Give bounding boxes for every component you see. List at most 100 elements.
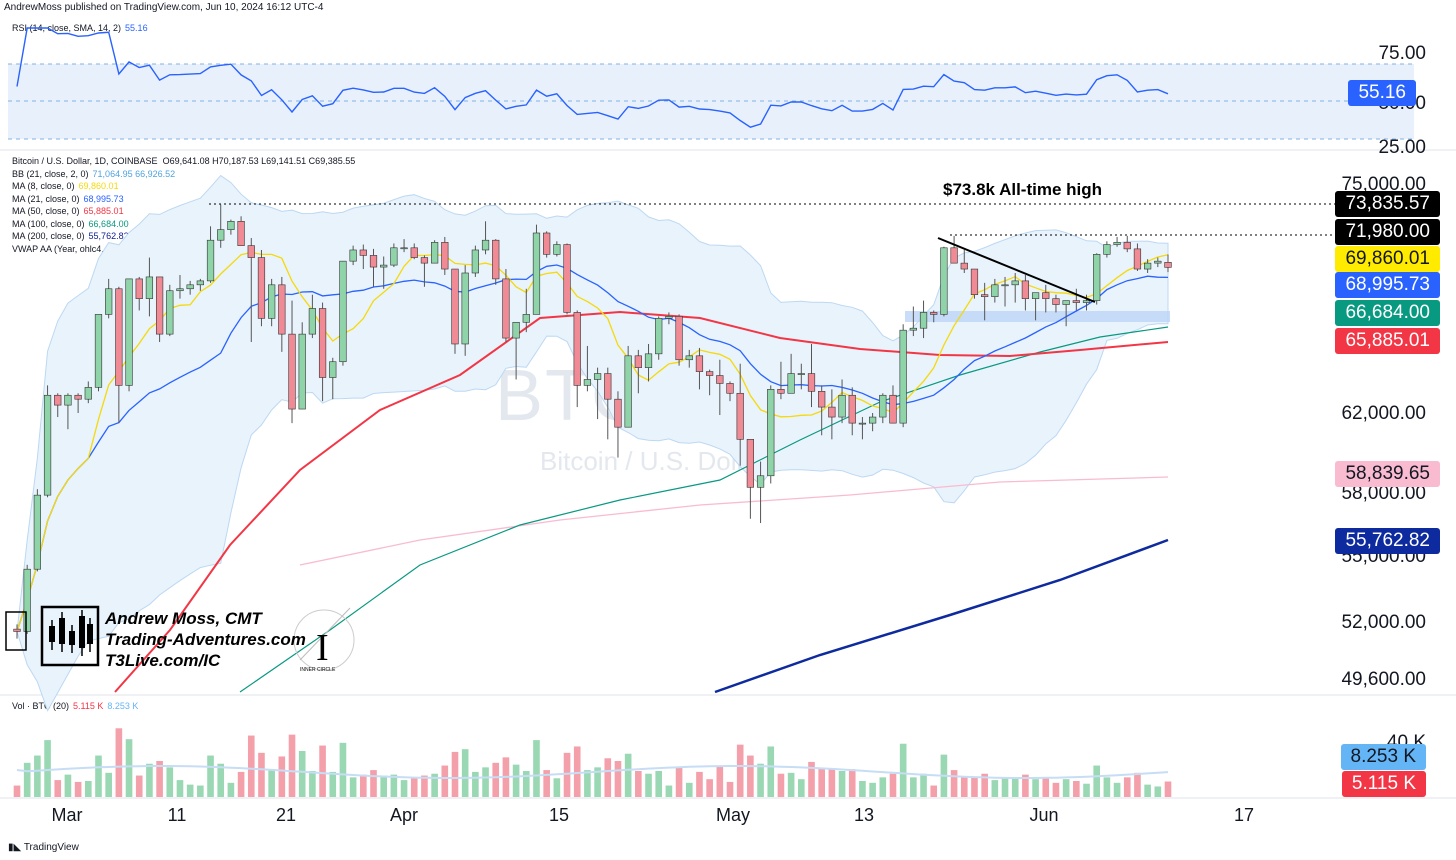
volume-bar bbox=[604, 758, 612, 797]
volume-bar bbox=[573, 746, 581, 797]
volume-bar bbox=[838, 771, 846, 797]
volume-bar bbox=[624, 753, 632, 797]
credit-line-1: Andrew Moss, CMT bbox=[105, 609, 262, 628]
indicator-legend-row: MA (100, close, 0) 66,684.00 bbox=[12, 218, 355, 231]
price-label: 66,684.00 bbox=[1335, 300, 1440, 326]
candle-body bbox=[583, 379, 592, 386]
volume-bar bbox=[920, 773, 927, 797]
candle-body bbox=[145, 276, 154, 299]
tradingview-logo-icon: ▮◣ bbox=[8, 842, 22, 853]
price-label: 71,980.00 bbox=[1335, 219, 1440, 245]
candle-body bbox=[1082, 300, 1091, 303]
candle-body bbox=[257, 257, 266, 319]
candle-body bbox=[644, 353, 653, 368]
volume-bar bbox=[451, 751, 459, 797]
candle-body bbox=[970, 268, 979, 295]
candle-body bbox=[206, 239, 215, 282]
volume-bar bbox=[186, 784, 194, 797]
candle-body bbox=[909, 327, 917, 331]
candle-body bbox=[818, 391, 826, 408]
volume-bar bbox=[1011, 777, 1019, 797]
volume-bar bbox=[64, 774, 72, 797]
volume-bar bbox=[1052, 782, 1060, 797]
volume-bar bbox=[1093, 765, 1101, 797]
candle-body bbox=[563, 244, 571, 313]
indicator-label: MA (8, close, 0) bbox=[12, 181, 75, 191]
volume-bar bbox=[1154, 786, 1162, 797]
symbol-line: Bitcoin / U.S. Dollar, 1D, COINBASE O69,… bbox=[12, 155, 355, 168]
volume-ma-line bbox=[16, 765, 1169, 779]
candle-body bbox=[451, 268, 459, 345]
volume-bar bbox=[166, 767, 174, 797]
volume-bar bbox=[889, 773, 897, 797]
author-logo-candle-body bbox=[69, 631, 75, 645]
candle-body bbox=[522, 314, 530, 323]
volume-bar bbox=[655, 771, 663, 797]
indicator-legend-row: MA (200, close, 0) 55,762.82 bbox=[12, 230, 355, 243]
candle-body bbox=[135, 278, 143, 299]
volume-bar bbox=[258, 752, 265, 797]
candle-body bbox=[593, 373, 602, 380]
indicator-value: 55,762.82 bbox=[88, 231, 129, 241]
candle-body bbox=[369, 255, 378, 268]
date-tick-apr: Apr bbox=[389, 805, 419, 825]
candle-body bbox=[308, 308, 316, 335]
volume-bar bbox=[543, 770, 550, 797]
candle-body bbox=[981, 294, 989, 297]
candle-body bbox=[298, 333, 306, 410]
rsi-legend-label: RSI (14, close, SMA, 14, 2) bbox=[12, 23, 122, 33]
volume-bar bbox=[370, 770, 377, 797]
candle-body bbox=[125, 278, 133, 386]
volume-bar bbox=[461, 749, 469, 797]
candle-body bbox=[64, 394, 72, 406]
volume-bar bbox=[34, 755, 41, 797]
volume-bar bbox=[869, 782, 876, 797]
volume-bar bbox=[156, 761, 163, 797]
candle-body bbox=[1021, 280, 1030, 299]
volume-bar bbox=[675, 767, 683, 797]
volume-bar bbox=[390, 774, 398, 797]
ohlc-values: O69,641.08 H70,187.53 L69,141.51 C69,385… bbox=[162, 156, 356, 166]
volume-bar bbox=[329, 771, 337, 797]
candle-body bbox=[84, 387, 92, 400]
volume-bar bbox=[54, 780, 62, 797]
rsi-line bbox=[16, 27, 1169, 128]
volume-bar bbox=[400, 780, 408, 797]
volume-bar bbox=[553, 778, 561, 797]
volume-bar bbox=[1164, 781, 1172, 797]
volume-bar bbox=[74, 781, 82, 797]
volume-bar bbox=[950, 770, 958, 797]
candle-body bbox=[247, 245, 255, 258]
volume-bar bbox=[981, 773, 988, 797]
volume-bar bbox=[482, 767, 489, 797]
volume-bar bbox=[95, 755, 102, 797]
candle-body bbox=[1133, 248, 1142, 270]
ma100-line bbox=[239, 326, 1169, 693]
footer-bar bbox=[0, 838, 1456, 860]
volume-bar bbox=[309, 771, 316, 797]
candle-body bbox=[665, 316, 673, 319]
candle-body bbox=[1154, 260, 1162, 264]
candle-body bbox=[869, 416, 877, 424]
candle-body bbox=[492, 239, 500, 280]
candle-body bbox=[227, 221, 235, 230]
vwap-line bbox=[299, 476, 1169, 566]
indicator-label: MA (50, close, 0) bbox=[12, 206, 80, 216]
volume-bar bbox=[930, 785, 938, 797]
candle-body bbox=[288, 333, 296, 410]
volume-bar bbox=[115, 728, 123, 797]
candle-body bbox=[166, 290, 174, 335]
volume-bar bbox=[645, 773, 652, 797]
candle-body bbox=[115, 288, 123, 386]
indicator-label: MA (200, close, 0) bbox=[12, 231, 85, 241]
volume-bar bbox=[349, 777, 357, 797]
candle-body bbox=[1031, 292, 1040, 299]
date-tick-11: 11 bbox=[167, 805, 187, 825]
volume-bar bbox=[360, 774, 367, 797]
descending-trendline bbox=[937, 237, 1096, 303]
price-label: 69,860.01 bbox=[1335, 246, 1440, 272]
volume-bar bbox=[421, 775, 428, 797]
volume-bar bbox=[146, 763, 153, 797]
